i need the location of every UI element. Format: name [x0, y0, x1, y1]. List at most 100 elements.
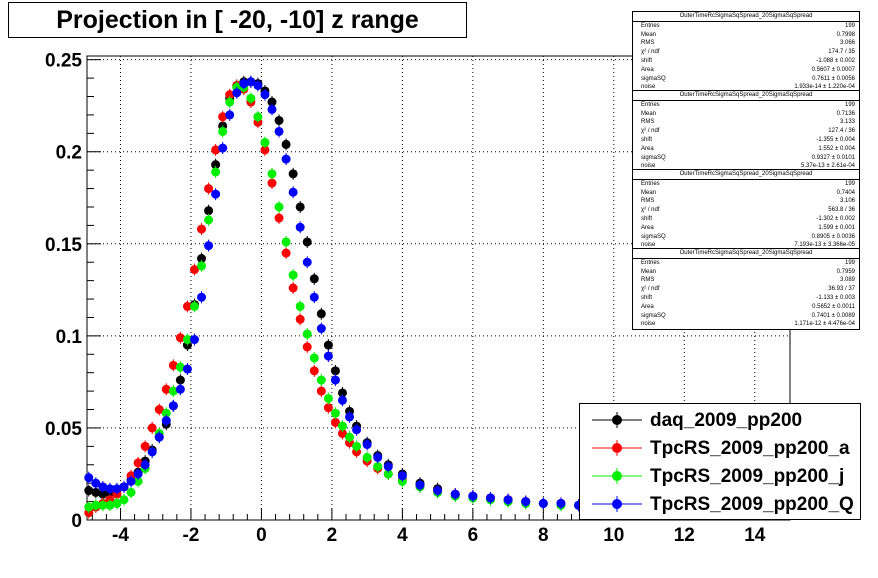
stats-row: Entries 199 [633, 180, 859, 189]
legend-marker [592, 412, 642, 428]
x-tick-label: -4 [112, 525, 129, 546]
stats-key: Mean [641, 268, 657, 275]
stats-value: -1.088 ± 0.002 [816, 57, 855, 64]
stats-key: noise [641, 84, 656, 91]
stats-key: Area [641, 145, 654, 152]
stats-key: noise [641, 321, 656, 328]
legend-marker [592, 440, 642, 456]
stats-value: 0.5607 ± 0.0007 [811, 66, 855, 73]
x-tick-label: 4 [397, 525, 408, 546]
x-tick-label: 2 [327, 525, 338, 546]
stats-row: RMS 3.133 [633, 118, 859, 127]
stats-key: sigmaSQ [641, 154, 666, 161]
stats-value: 0.5652 ± 0.0011 [812, 303, 855, 310]
stats-key: shift [641, 57, 653, 64]
stats-value: 199 [844, 22, 855, 29]
stats-row: χ² / ndf 36.93 / 37 [633, 285, 859, 294]
legend-label: TpcRS_2009_pp200_a [650, 438, 850, 459]
stats-header: OuterTimeRcSigmaSqSpread_20SigmaSqSpread [633, 249, 859, 259]
stats-key: Mean [641, 189, 657, 196]
x-tick-label: 6 [468, 525, 479, 546]
stats-key: Mean [641, 110, 657, 117]
x-tick-label: 8 [538, 525, 549, 546]
stats-value: 0.9327 ± 0.0101 [811, 154, 855, 161]
stats-value: 0.7959 [836, 268, 855, 275]
stats-key: sigmaSQ [641, 75, 666, 82]
stats-value: -1.133 ± 0.003 [816, 294, 855, 301]
legend-entry: daq_2009_pp200 [580, 406, 860, 434]
stats-value: 199 [844, 101, 855, 108]
stats-row: Mean 0.7959 [633, 268, 859, 277]
stats-value: 3.089 [839, 277, 855, 284]
stats-value: 1.171e-12 ± 4.476e-04 [794, 321, 855, 328]
stats-row: χ² / ndf 127.4 / 36 [633, 127, 859, 136]
stats-key: RMS [641, 40, 655, 47]
stats-header: OuterTimeRcSigmaSqSpread_20SigmaSqSpread [633, 170, 859, 180]
y-tick-label: 0.05 [45, 419, 82, 440]
stats-key: Area [641, 224, 654, 231]
legend-label: TpcRS_2009_pp200_Q [650, 494, 854, 515]
y-tick-label: 0.15 [45, 235, 82, 256]
stats-row: shift -1.302 ± 0.002 [633, 215, 859, 224]
stats-row: Area 1.552 ± 0.004 [633, 145, 859, 154]
stats-key: shift [641, 215, 653, 222]
title-box: Projection in [ -20, -10] z range [8, 2, 467, 38]
stats-key: Entries [641, 259, 660, 266]
stats-row: sigmaSQ 0.8905 ± 0.0036 [633, 233, 859, 242]
stats-box: OuterTimeRcSigmaSqSpread_20SigmaSqSpread… [632, 248, 860, 331]
stats-key: Entries [641, 180, 660, 187]
series-TpcRS_2009_pp200_Q [84, 75, 584, 512]
stats-value: 174.7 / 35 [828, 49, 855, 56]
stats-value: 199 [844, 180, 855, 187]
stats-value: 3.066 [839, 40, 855, 47]
stats-key: Area [641, 66, 654, 73]
stats-value: 0.8905 ± 0.0036 [811, 233, 855, 240]
stats-value: 127.4 / 36 [828, 128, 855, 135]
y-tick-label: 0 [71, 511, 82, 532]
stats-value: 0.7611 ± 0.0056 [812, 75, 855, 82]
stats-value: 7.193e-13 ± 3.366e-05 [794, 242, 855, 249]
legend: daq_2009_pp200 TpcRS_2009_pp200_a TpcRS_20… [579, 403, 861, 520]
y-tick-label: 0.25 [45, 51, 82, 72]
stats-key: χ² / ndf [641, 286, 660, 293]
stats-key: Entries [641, 22, 660, 29]
stats-row: sigmaSQ 0.7401 ± 0.0089 [633, 312, 859, 321]
stats-value: 1.933e-14 ± 1.220e-04 [794, 84, 855, 91]
x-tick-label: -2 [182, 525, 199, 546]
x-tick-label: 10 [603, 525, 624, 546]
chart-title: Projection in [ -20, -10] z range [56, 6, 419, 34]
stats-row: RMS 3.106 [633, 197, 859, 206]
stats-value: 0.7404 [836, 189, 855, 196]
y-tick-label: 0.2 [56, 143, 82, 164]
legend-marker [592, 496, 642, 512]
stats-row: shift -1.133 ± 0.003 [633, 294, 859, 303]
stats-row: sigmaSQ 0.9327 ± 0.0101 [633, 154, 859, 163]
stats-value: 1.599 ± 0.001 [818, 224, 855, 231]
stats-row: Area 0.5607 ± 0.0007 [633, 66, 859, 75]
stats-key: RMS [641, 277, 655, 284]
stats-value: 36.93 / 37 [828, 286, 855, 293]
stats-row: noise 5.37e-13 ± 2.61e-04 [633, 162, 859, 171]
legend-entry: TpcRS_2009_pp200_Q [580, 490, 860, 518]
x-tick-label: 12 [674, 525, 695, 546]
stats-row: χ² / ndf 563.8 / 36 [633, 206, 859, 215]
stats-row: Area 1.599 ± 0.001 [633, 224, 859, 233]
stats-key: shift [641, 136, 653, 143]
legend-entry: TpcRS_2009_pp200_a [580, 434, 860, 462]
stats-row: Mean 0.7404 [633, 189, 859, 198]
stats-key: noise [641, 163, 656, 170]
stats-row: Area 0.5652 ± 0.0011 [633, 303, 859, 312]
stats-value: 199 [844, 259, 855, 266]
stats-value: 1.552 ± 0.004 [818, 145, 855, 152]
stats-header: OuterTimeRcSigmaSqSpread_20SigmaSqSpread [633, 91, 859, 101]
stats-value: 0.7136 [836, 110, 855, 117]
stats-box: OuterTimeRcSigmaSqSpread_20SigmaSqSpread… [632, 169, 860, 252]
y-tick-label: 0.1 [56, 327, 83, 348]
stats-key: shift [641, 294, 653, 301]
stats-row: sigmaSQ 0.7611 ± 0.0056 [633, 75, 859, 84]
stats-value: -1.355 ± 0.004 [816, 136, 855, 143]
x-tick-label: 0 [256, 525, 267, 546]
stats-row: Entries 199 [633, 259, 859, 268]
legend-entry: TpcRS_2009_pp200_j [580, 462, 860, 490]
stats-row: RMS 3.089 [633, 276, 859, 285]
